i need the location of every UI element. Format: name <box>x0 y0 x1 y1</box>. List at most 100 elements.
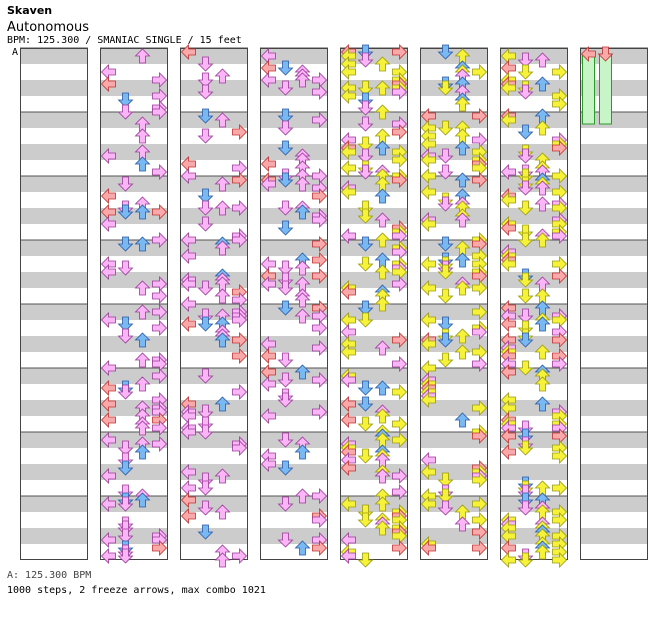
step-arrow <box>517 168 534 184</box>
step-arrow <box>454 344 471 360</box>
beat-stripe <box>500 144 568 160</box>
step-arrow <box>277 392 294 408</box>
step-arrow <box>517 52 534 68</box>
step-arrow <box>517 200 534 216</box>
step-arrow <box>392 44 408 60</box>
step-arrow <box>152 164 168 180</box>
step-arrow <box>197 404 214 420</box>
step-arrow <box>232 384 248 400</box>
beat-stripe <box>100 144 168 160</box>
beat-stripe <box>580 304 648 320</box>
step-arrow <box>517 224 534 240</box>
step-arrow <box>117 440 134 456</box>
step-arrow <box>232 200 248 216</box>
step-arrow <box>420 152 436 168</box>
step-arrow <box>357 300 374 316</box>
step-arrow <box>312 188 328 204</box>
step-arrow <box>392 356 408 372</box>
step-arrow <box>232 312 248 328</box>
step-arrow <box>454 96 471 112</box>
beat-stripe <box>260 336 328 352</box>
step-arrow <box>534 376 551 392</box>
freeze-arrow-head <box>597 46 614 62</box>
step-arrow <box>100 380 116 396</box>
step-arrow <box>294 72 311 88</box>
step-arrow <box>357 52 374 68</box>
beat-stripe <box>580 336 648 352</box>
step-arrow <box>312 268 328 284</box>
beat-stripe <box>420 464 488 480</box>
beat-stripe <box>500 336 568 352</box>
step-arrow <box>534 316 551 332</box>
step-arrow <box>117 528 134 544</box>
step-arrow <box>294 308 311 324</box>
beat-stripe <box>500 48 568 64</box>
step-arrow <box>357 552 374 568</box>
step-arrow <box>180 296 196 312</box>
beat-stripe <box>500 80 568 96</box>
step-arrow <box>517 552 534 568</box>
step-arrow <box>454 172 471 188</box>
beat-stripe <box>340 432 408 448</box>
step-arrow <box>552 268 568 284</box>
beat-stripe <box>180 496 248 512</box>
beat-stripe <box>20 80 88 96</box>
step-arrow <box>517 64 534 80</box>
step-arrow <box>357 80 374 96</box>
step-arrow <box>134 236 151 252</box>
step-arrow <box>100 412 116 428</box>
beat-stripe <box>20 496 88 512</box>
beat-stripe <box>260 368 328 384</box>
step-arrow <box>392 484 408 500</box>
step-arrow <box>100 548 116 564</box>
step-arrow <box>437 472 454 488</box>
step-arrow <box>472 172 488 188</box>
step-arrow <box>374 468 391 484</box>
step-arrow <box>277 496 294 512</box>
step-arrow <box>357 396 374 412</box>
step-arrow <box>454 140 471 156</box>
step-arrow <box>232 232 248 248</box>
beat-stripe <box>260 400 328 416</box>
step-arrow <box>437 44 454 60</box>
step-arrow <box>420 392 436 408</box>
beat-stripe <box>420 240 488 256</box>
beat-stripe <box>100 176 168 192</box>
step-arrow <box>454 516 471 532</box>
beat-stripe <box>180 400 248 416</box>
step-arrow <box>552 96 568 112</box>
step-arrow <box>214 240 231 256</box>
step-arrow <box>437 500 454 516</box>
step-arrow <box>454 252 471 268</box>
beat-stripe <box>20 48 88 64</box>
step-arrow <box>197 188 214 204</box>
step-arrow <box>117 176 134 192</box>
beat-stripe <box>340 272 408 288</box>
step-arrow <box>392 468 408 484</box>
step-arrow <box>357 448 374 464</box>
step-arrow <box>180 424 196 440</box>
beat-stripe <box>580 144 648 160</box>
step-arrow <box>152 368 168 384</box>
step-arrow <box>312 340 328 356</box>
step-arrow <box>534 344 551 360</box>
step-arrow <box>420 184 436 200</box>
step-arrow <box>180 492 196 508</box>
step-arrow <box>100 532 116 548</box>
beat-stripe <box>180 368 248 384</box>
step-arrow <box>277 300 294 316</box>
step-arrow <box>374 340 391 356</box>
step-arrow <box>392 84 408 100</box>
step-arrow <box>552 480 568 496</box>
beat-stripe <box>260 80 328 96</box>
beat-stripe <box>420 400 488 416</box>
step-arrow <box>374 140 391 156</box>
beat-stripe <box>580 432 648 448</box>
column-border <box>20 48 88 560</box>
beat-stripe <box>420 304 488 320</box>
step-arrow <box>197 480 214 496</box>
step-arrow <box>472 356 488 372</box>
step-arrow <box>437 164 454 180</box>
step-arrow <box>260 72 276 88</box>
